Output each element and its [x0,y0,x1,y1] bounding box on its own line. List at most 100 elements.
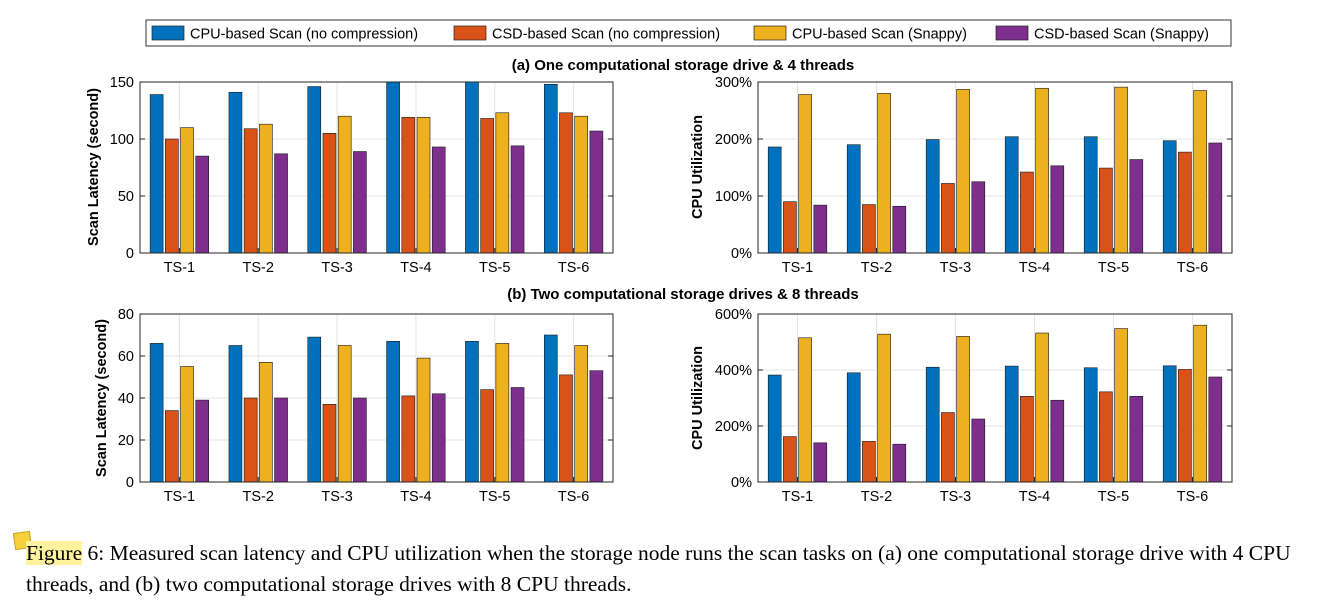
bar-2-ts-6 [1178,369,1192,483]
bar-2-ts-5 [1099,167,1113,254]
bar-4-ts-1 [813,204,828,254]
legend-swatch [151,25,185,41]
legend-label: CSD-based Scan (no compression) [492,27,720,43]
bar-3-ts-6 [574,345,588,483]
y-tick-label: 0 [126,475,134,491]
bar-4-ts-4 [1050,165,1065,254]
x-tick-label: TS-5 [1098,489,1129,505]
bar-2-ts-1 [783,436,797,483]
y-tick-label: 20 [118,433,134,449]
figure: CPU-based Scan (no compression) CSD-based… [86,19,1233,505]
bar-3-ts-3 [337,345,352,483]
x-tick-label: TS-3 [321,260,352,276]
bar-4-ts-1 [813,442,828,483]
chart-4: 0% 200% 400% 600% TS-1 TS-2 TS-3 TS-4 TS-5 TS-6 CP… [690,307,1233,505]
bar-4-ts-3 [353,151,367,254]
x-tick-label: TS-6 [558,260,589,276]
y-tick-label: 150 [110,75,134,91]
caption-text: 6: Measured scan latency and CPU utiliza… [26,541,1291,596]
x-tick-label: TS-5 [479,260,510,276]
y-tick-label: 0 [126,246,134,262]
legend-swatch [753,25,787,41]
y-axis-label: Scan Latency (second) [94,319,110,477]
bar-3-ts-2 [259,123,273,254]
bar-2-ts-2 [862,441,876,483]
bar-4-ts-2 [892,443,907,483]
bar-3-ts-6 [1193,90,1207,254]
bar-4-ts-6 [589,130,604,254]
legend-box [145,19,1232,47]
legend-swatch [453,25,487,41]
bar-1-ts-3 [307,336,322,483]
bar-1-ts-4 [386,340,400,483]
bar-4-ts-3 [971,181,986,254]
bar-1-ts-2 [846,144,861,254]
plot-area [140,82,613,253]
x-tick-label: TS-4 [1019,489,1050,505]
bar-3-ts-5 [495,343,510,483]
x-tick-label: TS-6 [1177,260,1208,276]
x-tick-label: TS-6 [558,489,589,505]
bar-1-ts-6 [543,334,558,483]
bar-1-ts-5 [465,340,479,483]
bar-3-ts-5 [495,112,510,254]
bar-4-ts-3 [971,418,986,483]
bar-1-ts-6 [1162,140,1177,254]
bar-2-ts-3 [941,412,955,483]
bar-4-ts-3 [353,397,367,483]
chart-1: 0 50 100 150 TS-1 TS-2 TS-3 TS-4 TS-5 TS-6 Scan La… [86,75,614,276]
bar-4-ts-5 [1129,159,1144,254]
y-tick-label: 50 [118,189,134,205]
bar-4-ts-4 [431,146,446,254]
bar-3-ts-3 [337,115,352,254]
axes-box [757,313,1233,483]
y-axis-label: CPU Utilization [690,346,706,450]
bar-4-ts-1 [195,155,210,254]
bar-1-ts-1 [767,374,782,483]
bar-3-ts-2 [877,93,891,254]
x-tick-label: TS-6 [1177,489,1208,505]
axes-box [757,81,1233,254]
y-tick-label: 40 [118,391,134,407]
bar-4-ts-2 [274,153,288,254]
y-axis-label: CPU Utilization [690,115,706,219]
legend-label: CPU-based Scan (Snappy) [792,27,967,43]
y-tick-label: 300% [715,75,752,91]
y-tick-label: 0% [731,246,752,262]
bar-1-ts-1 [149,343,164,483]
bar-2-ts-3 [941,183,955,254]
x-tick-label: TS-3 [321,489,352,505]
bar-1-ts-1 [149,94,164,254]
bar-1-ts-6 [543,83,558,254]
bar-3-ts-4 [1035,87,1049,254]
chart-3: 0 20 40 60 80 TS-1 TS-2 TS-3 TS-4 TS-5 TS-6 Scan La… [94,307,614,505]
bar-2-ts-1 [783,201,797,254]
plot-area [758,314,1232,482]
bar-4-ts-2 [274,397,288,483]
section-title-b: (b) Two computational storage drives & 8… [507,286,858,303]
bar-3-ts-4 [416,117,431,254]
x-tick-label: TS-1 [782,260,813,276]
bar-2-ts-2 [243,397,258,483]
bar-2-ts-5 [480,389,494,483]
bar-3-ts-6 [574,115,588,254]
bar-3-ts-1 [798,337,812,483]
bar-2-ts-5 [480,118,494,254]
bar-2-ts-4 [1020,396,1034,483]
bar-4-ts-1 [195,399,210,483]
bar-2-ts-1 [165,138,179,254]
bar-3-ts-3 [956,336,970,483]
y-tick-label: 600% [715,307,752,323]
bar-2-ts-5 [1099,391,1113,483]
x-tick-label: TS-3 [940,489,971,505]
bar-3-ts-5 [1114,328,1128,483]
caption-figure-word: Figure [26,541,83,565]
bar-1-ts-3 [307,86,322,254]
bar-2-ts-4 [1020,171,1034,254]
bar-4-ts-4 [431,393,446,483]
axes-box [139,81,614,254]
x-tick-label: TS-1 [164,489,195,505]
bar-2-ts-1 [165,410,179,483]
legend-swatch [995,25,1029,41]
bar-2-ts-6 [559,112,573,254]
